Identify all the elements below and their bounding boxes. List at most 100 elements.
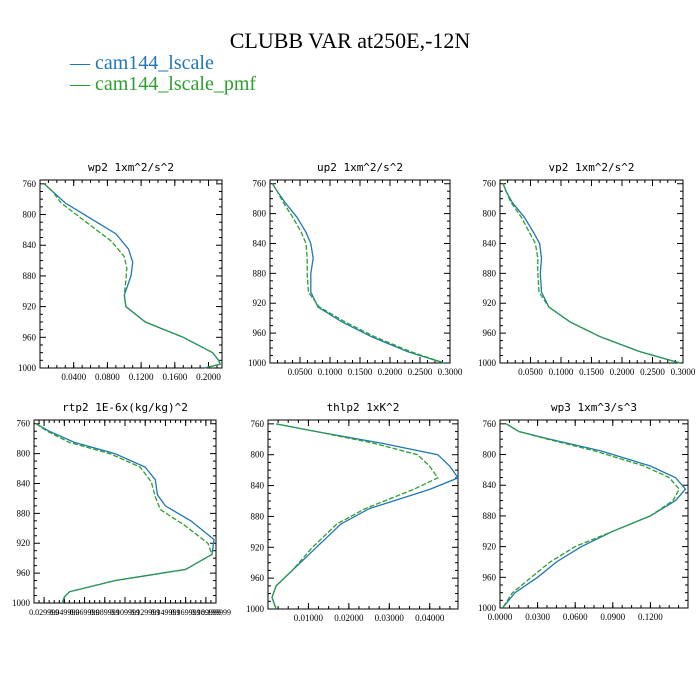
series-line-lscale-pmf — [43, 183, 222, 369]
x-tick-label: 0.0800 — [95, 372, 120, 382]
y-tick-label: 960 — [483, 328, 497, 338]
y-tick-label: 800 — [483, 450, 497, 460]
y-tick-label: 760 — [483, 419, 497, 429]
series-line-lscale-pmf — [35, 423, 213, 604]
plot-frame — [39, 179, 223, 369]
figure-title: CLUBB VAR at250E,-12N — [229, 28, 471, 53]
y-tick-label: 1000 — [478, 603, 497, 613]
x-tick-label: 0.089999 — [90, 608, 120, 617]
y-tick-label: 960 — [23, 332, 37, 342]
x-tick-label: 0.189999 — [191, 608, 221, 617]
y-tick-label: 880 — [17, 508, 31, 518]
plot-frame — [33, 419, 217, 604]
series-line-lscale-pmf — [271, 183, 445, 364]
panel-title: rtp2 1E-6x(kg/kg)^2 — [62, 401, 188, 414]
y-tick-label: 800 — [251, 450, 265, 460]
y-tick-label: 920 — [483, 298, 497, 308]
panel-title: wp2 1xm^2/s^2 — [88, 161, 174, 174]
x-tick-label: 0.1000 — [549, 367, 574, 377]
x-tick-label: 0.04000 — [415, 613, 445, 623]
panel-title: wp3 1xm^3/s^3 — [551, 401, 637, 414]
y-tick-label: 840 — [17, 478, 31, 488]
plot-frame — [499, 179, 684, 364]
x-tick-label: 0.0600 — [563, 612, 588, 622]
y-tick-label: 880 — [483, 511, 497, 521]
y-tick-label: 880 — [23, 271, 37, 281]
y-tick-label: 920 — [17, 538, 31, 548]
y-tick-label: 1000 — [246, 604, 265, 614]
y-tick-label: 1000 — [248, 358, 267, 368]
x-tick-label: 0.199999 — [201, 608, 231, 617]
x-tick-label: 0.069999 — [70, 608, 100, 617]
x-tick-label: 0.129999 — [130, 608, 160, 617]
chart-panel-3: vp2 1xm^2/s^2 760 800 840 880 920 960 1000 0.050… — [478, 161, 696, 377]
series-line-lscale — [43, 183, 222, 369]
x-tick-label: 0.0400 — [61, 372, 86, 382]
plot-frame — [267, 419, 459, 610]
chart-panel-5: thlp2 1xK^2 760 800 840 880 920 960 1000 0.01000… — [246, 401, 459, 623]
y-tick-label: 880 — [483, 268, 497, 278]
y-tick-label: 880 — [251, 511, 265, 521]
x-tick-label: 0.0900 — [600, 612, 625, 622]
series-line-lscale — [35, 423, 215, 604]
chart-panel-4: rtp2 1E-6x(kg/kg)^2 760 800 840 880 920 960 100… — [12, 401, 231, 617]
x-tick-label: 0.049999 — [49, 608, 79, 617]
x-tick-label: 0.1500 — [579, 367, 604, 377]
x-tick-label: 0.0500 — [518, 367, 543, 377]
series-line-lscale-pmf — [271, 423, 439, 610]
panel-title: vp2 1xm^2/s^2 — [548, 161, 634, 174]
y-tick-label: 1000 — [18, 363, 37, 373]
x-tick-label: 0.149999 — [150, 608, 180, 617]
chart-panel-1: wp2 1xm^2/s^2 760 800 840 880 920 960 1000 0.040… — [18, 161, 223, 382]
y-tick-label: 760 — [17, 419, 31, 429]
x-tick-label: 0.2500 — [640, 367, 665, 377]
x-tick-label: 0.1000 — [318, 367, 343, 377]
y-tick-label: 920 — [23, 302, 37, 312]
x-tick-label: 0.2000 — [196, 372, 221, 382]
legend-label: cam144_lscale_pmf — [95, 73, 257, 95]
y-tick-label: 760 — [483, 179, 497, 189]
series-line-lscale-pmf — [501, 423, 680, 609]
panel-title: thlp2 1xK^2 — [327, 401, 400, 414]
legend-line-marker: — — [70, 52, 95, 74]
series-line-lscale — [271, 183, 445, 364]
y-tick-label: 880 — [253, 268, 267, 278]
legend-line-marker: — — [70, 73, 95, 95]
x-tick-label: 0.2500 — [408, 367, 433, 377]
y-tick-label: 960 — [251, 573, 265, 583]
x-tick-label: 0.0300 — [525, 612, 550, 622]
plot-frame — [269, 179, 451, 364]
x-tick-label: 0.0000 — [488, 612, 513, 622]
y-tick-label: 960 — [253, 328, 267, 338]
y-tick-label: 920 — [253, 298, 267, 308]
y-tick-label: 800 — [253, 209, 267, 219]
y-tick-label: 840 — [483, 480, 497, 490]
y-tick-label: 1000 — [12, 598, 31, 608]
panel-title: up2 1xm^2/s^2 — [317, 161, 403, 174]
y-tick-label: 840 — [253, 238, 267, 248]
x-tick-label: 0.0500 — [288, 367, 313, 377]
x-tick-label: 0.2000 — [610, 367, 635, 377]
y-tick-label: 800 — [17, 449, 31, 459]
series-line-lscale — [501, 423, 687, 609]
y-tick-label: 760 — [253, 179, 267, 189]
legend-item-lscale-pmf: — cam144_lscale_pmf — [70, 73, 256, 96]
x-tick-label: 0.3000 — [671, 367, 696, 377]
series-line-lscale — [271, 423, 459, 610]
y-tick-label: 840 — [483, 238, 497, 248]
y-tick-label: 760 — [23, 179, 37, 189]
x-tick-label: 0.02000 — [334, 613, 364, 623]
x-tick-label: 0.03000 — [375, 613, 405, 623]
legend-label: cam144_lscale — [95, 52, 214, 74]
x-tick-label: 0.109999 — [110, 608, 140, 617]
y-tick-label: 960 — [17, 568, 31, 578]
y-tick-label: 840 — [23, 240, 37, 250]
x-tick-label: 0.01000 — [294, 613, 324, 623]
x-tick-label: 0.1200 — [638, 612, 663, 622]
x-tick-label: 0.1600 — [162, 372, 187, 382]
y-tick-label: 800 — [23, 210, 37, 220]
x-tick-label: 0.1500 — [348, 367, 373, 377]
x-tick-label: 0.3000 — [438, 367, 463, 377]
